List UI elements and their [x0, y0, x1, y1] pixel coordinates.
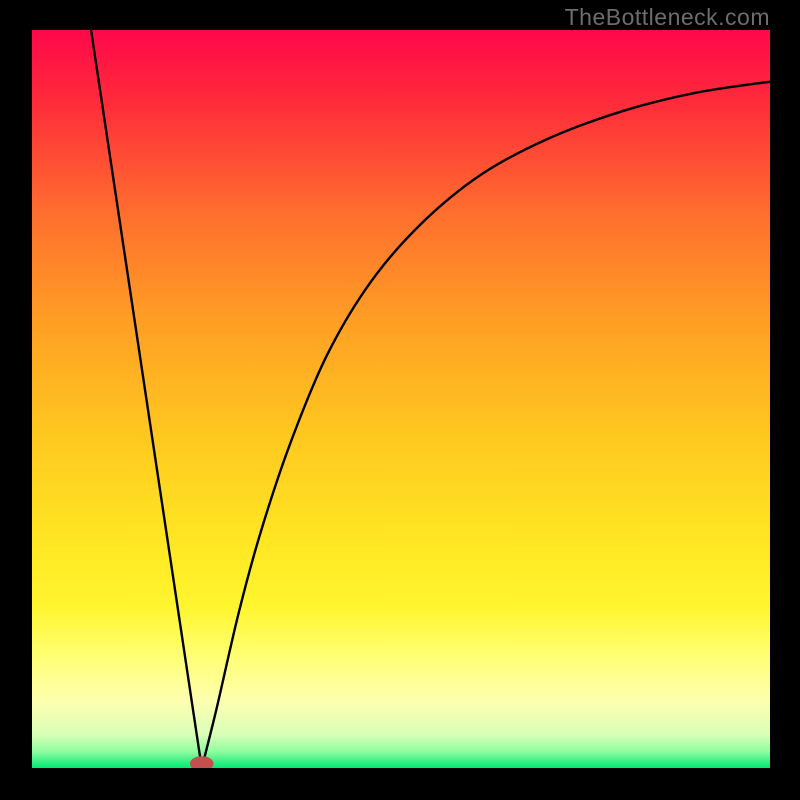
plot-svg [32, 30, 770, 768]
plot-area [32, 30, 770, 768]
watermark-text: TheBottleneck.com [565, 4, 770, 31]
gradient-background [32, 30, 770, 768]
